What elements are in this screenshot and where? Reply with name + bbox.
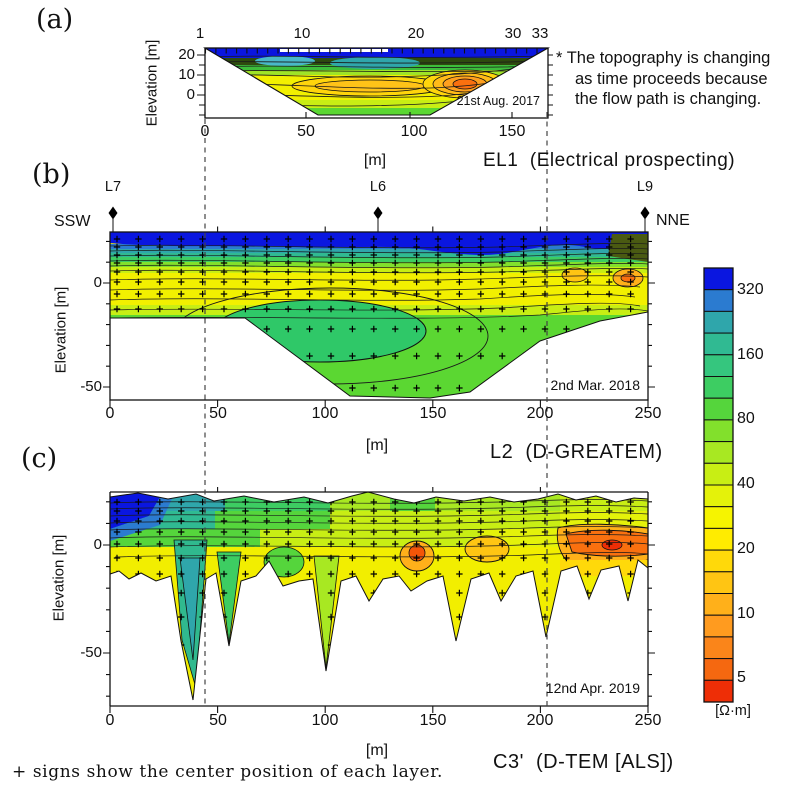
colorbar-segment bbox=[703, 419, 734, 443]
colorbar-segment bbox=[703, 549, 734, 573]
colorbar-segment bbox=[703, 376, 734, 399]
panel-c-title: C3' (D-TEM [ALS]) bbox=[493, 751, 674, 773]
panel-a-y-tick: 0 bbox=[186, 86, 195, 103]
panel-a-electrode-label: 30 bbox=[504, 25, 522, 42]
panel-c-x-tick: 200 bbox=[526, 712, 554, 729]
colorbar-tick-80: 80 bbox=[737, 410, 755, 427]
panel-b-x-tick: 250 bbox=[634, 405, 662, 422]
panel-c-x-unit: [m] bbox=[365, 742, 389, 759]
colorbar-tick-20: 20 bbox=[737, 540, 755, 557]
panel-b-x-tick: 200 bbox=[526, 405, 554, 422]
panel-a-title: EL1 (Electrical prospecting) bbox=[483, 150, 736, 171]
colorbar-segment bbox=[703, 658, 734, 681]
panel-a-y-tick: 10 bbox=[178, 66, 195, 83]
topography-note-line1: * The topography is changing bbox=[556, 49, 771, 67]
colorbar-border bbox=[703, 267, 734, 703]
panel-a-y-tick: 20 bbox=[178, 46, 195, 63]
panel-c-axis-ticks bbox=[103, 487, 655, 713]
panel-c-x-tick: 100 bbox=[311, 712, 339, 729]
panel-a-electrode-label: 33 bbox=[531, 25, 549, 42]
panel-a-x-unit: [m] bbox=[363, 152, 387, 169]
panel-a-survey-date: 21st Aug. 2017 bbox=[456, 94, 540, 108]
panel-c-letter: (c) bbox=[21, 443, 58, 474]
colorbar-segment bbox=[703, 332, 734, 356]
panel-c-x-tick: 250 bbox=[634, 712, 662, 729]
correlation-dashed-lines bbox=[204, 112, 548, 706]
panel-a-x-tick: 150 bbox=[498, 123, 526, 140]
colorbar-segment bbox=[703, 636, 734, 660]
panel-b-contour-lines bbox=[110, 242, 648, 319]
colorbar-segment bbox=[703, 679, 734, 703]
panel-a-y-axis-label: Elevation [m] bbox=[143, 39, 161, 127]
topography-note-line3: the flow path is changing. bbox=[575, 90, 762, 108]
layer-center-plus-marks bbox=[113, 235, 634, 682]
panel-b-y-tick: -50 bbox=[80, 378, 102, 395]
panel-c-y-tick: 0 bbox=[93, 536, 102, 553]
colorbar-segment bbox=[703, 397, 734, 421]
colorbar-segment bbox=[703, 614, 734, 638]
colorbar-segment bbox=[703, 354, 734, 377]
panel-a-axis-ticks bbox=[197, 48, 553, 118]
colorbar-segment bbox=[703, 267, 734, 291]
topography-note-line2: as time proceeds because bbox=[575, 70, 768, 88]
colorbar-segment bbox=[703, 571, 734, 594]
panel-b-y-axis-label: Elevation [m] bbox=[52, 286, 70, 374]
figure-footnote: + signs show the center position of each… bbox=[12, 762, 444, 782]
panel-a-x-tick: 50 bbox=[297, 123, 315, 140]
panel-a-electrode-label: 10 bbox=[293, 25, 311, 42]
panel-c-axes-box bbox=[109, 491, 649, 707]
borehole-label-l6: L6 bbox=[369, 179, 387, 195]
borehole-label-l9: L9 bbox=[636, 179, 654, 195]
panel-b-axis-ticks bbox=[103, 226, 655, 407]
panel-b-survey-date: 2nd Mar. 2018 bbox=[550, 377, 640, 393]
colorbar-tick-5: 5 bbox=[737, 669, 746, 686]
panel-b-title: L2 (D-GREATEM) bbox=[490, 441, 663, 463]
panel-b-x-unit: [m] bbox=[365, 437, 389, 454]
colorbar-segment bbox=[703, 310, 734, 334]
colorbar-segment bbox=[703, 593, 734, 616]
panel-c-x-tick: 150 bbox=[419, 712, 447, 729]
colorbar-tick-320: 320 bbox=[737, 281, 764, 298]
borehole-diamond-markers bbox=[108, 206, 650, 232]
diamond-marker-icon bbox=[373, 206, 383, 220]
panel-a-x-tick: 0 bbox=[200, 123, 210, 140]
panel-b-x-tick: 150 bbox=[419, 405, 447, 422]
colorbar-segment bbox=[703, 441, 734, 464]
borehole-label-l7: L7 bbox=[104, 179, 122, 195]
colorbar-segment bbox=[703, 462, 734, 486]
panel-b-letter: (b) bbox=[32, 159, 71, 190]
panel-b-ssw-label: SSW bbox=[54, 213, 91, 230]
panel-c-contour-lines bbox=[110, 499, 648, 558]
colorbar bbox=[703, 267, 734, 703]
diamond-marker-icon bbox=[640, 206, 650, 220]
panel-c-x-tick: 0 bbox=[105, 712, 115, 729]
panel-a-axes-box bbox=[204, 47, 549, 119]
panel-a-letter: (a) bbox=[36, 4, 74, 35]
panel-a-x-tick: 100 bbox=[400, 123, 428, 140]
panel-b-axes-box bbox=[109, 231, 649, 401]
colorbar-unit-label: [Ω·m] bbox=[715, 703, 751, 719]
colorbar-segment bbox=[703, 506, 734, 529]
colorbar-segment bbox=[703, 527, 734, 551]
panel-c-survey-date: 12nd Apr. 2019 bbox=[545, 680, 640, 696]
panel-c-y-tick: -50 bbox=[80, 644, 102, 661]
panel-a-electrode-label: 20 bbox=[407, 25, 425, 42]
colorbar-segment bbox=[703, 484, 734, 508]
panel-a-electrode-label: 1 bbox=[195, 25, 205, 42]
colorbar-tick-40: 40 bbox=[737, 475, 755, 492]
panel-b-x-tick: 100 bbox=[311, 405, 339, 422]
panel-c-x-tick: 50 bbox=[209, 712, 227, 729]
diamond-marker-icon bbox=[108, 206, 118, 220]
panel-b-y-tick: 0 bbox=[93, 274, 102, 291]
colorbar-segment bbox=[703, 289, 734, 312]
panel-b-nne-label: NNE bbox=[656, 212, 690, 229]
panel-b-x-tick: 0 bbox=[105, 405, 115, 422]
colorbar-tick-160: 160 bbox=[737, 346, 764, 363]
colorbar-tick-10: 10 bbox=[737, 605, 755, 622]
panel-b-x-tick: 50 bbox=[209, 405, 227, 422]
